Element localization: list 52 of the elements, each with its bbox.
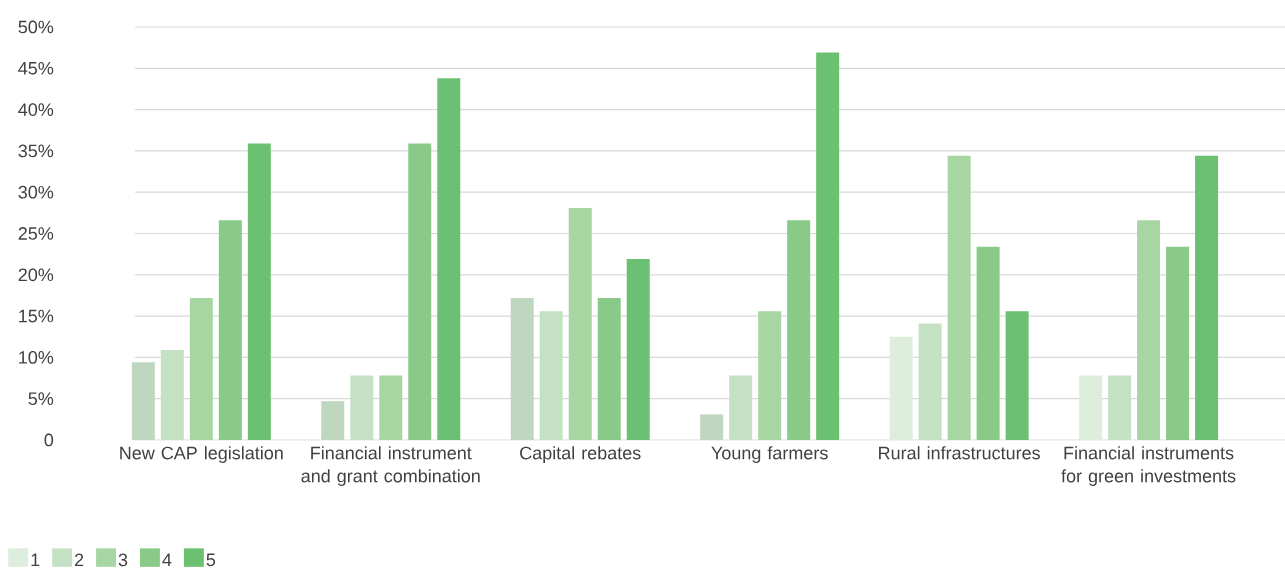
bar [787,220,811,440]
legend-label: 2 [74,553,84,567]
bar [1166,246,1190,440]
bar [321,401,345,440]
bar [539,311,563,440]
bar [1108,375,1132,440]
bar [1005,311,1029,440]
bar [189,297,213,440]
bar [437,78,461,440]
y-tick-label: 45% [18,61,54,75]
x-tick-label: New CAP legislation [120,446,283,463]
y-tick-label: 15% [19,309,54,323]
x-tick-label: Financial instrument and grant combination [301,446,480,486]
y-tick-label: 50% [18,20,54,34]
y-tick-label: 20% [18,268,54,282]
y-tick-label: 5% [28,392,54,406]
bar [976,246,1000,440]
bar [758,311,782,440]
bar [816,52,840,440]
bar [379,375,403,440]
legend-label: 5 [206,553,216,567]
x-tick-label: Young farmers [711,446,828,463]
legend-label: 4 [162,553,172,566]
bar [1195,155,1219,440]
y-tick-label: 0 [44,433,54,447]
bar [160,349,184,440]
bar [510,297,534,440]
bar [947,155,971,440]
bar [1079,375,1103,440]
x-tick-label: Financial instruments for green investments [1061,446,1236,486]
bar [597,297,621,440]
x-tick-label: Capital rebates [520,446,641,463]
bar [131,362,155,440]
bar [729,375,753,440]
bar [700,414,724,440]
bar [408,143,432,440]
bar [568,207,592,440]
bar [350,375,374,440]
bar [1137,220,1161,440]
y-tick-label: 35% [18,144,54,158]
legend-label: 1 [31,553,40,566]
bar [918,323,942,440]
bar [218,220,242,440]
bar [889,336,913,440]
x-tick-label: Rural infrastructures [879,446,1040,460]
bar [626,259,650,440]
y-tick-label: 30% [18,185,54,199]
y-tick-label: 25% [18,227,54,240]
y-tick-label: 10% [19,351,54,364]
y-tick-label: 40% [18,103,54,116]
legend-label: 3 [118,553,128,567]
bar [247,143,271,440]
